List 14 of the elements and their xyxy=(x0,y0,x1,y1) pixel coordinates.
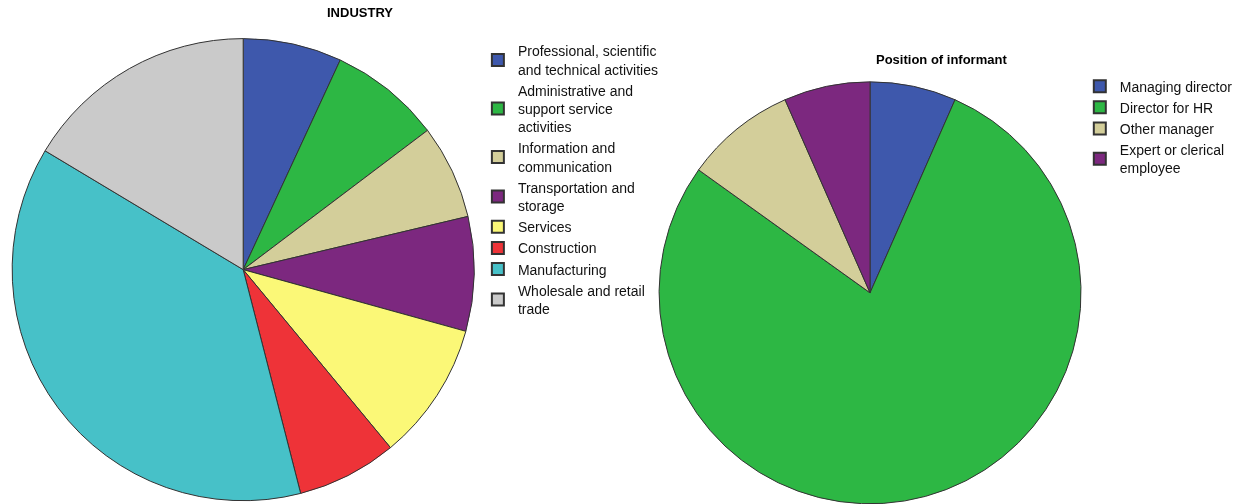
legend-label: Managing director xyxy=(1119,78,1233,95)
legend-label: Information and communication xyxy=(517,140,616,175)
legend-label: Services xyxy=(517,219,572,236)
legend-label: Professional, scientific and technical activities xyxy=(517,43,658,78)
legend-label: Expert or clerical employee xyxy=(1119,142,1225,177)
legend-label: Manufacturing xyxy=(517,261,607,278)
legend-label: Other manager xyxy=(1119,121,1215,138)
chart-title: INDUSTRY xyxy=(327,5,394,20)
legend-label: Transportation and storage xyxy=(517,179,635,214)
legend-label: Construction xyxy=(517,240,597,257)
legend-label: Wholesale and retail trade xyxy=(517,282,645,317)
legend-label: Administrative and support service activities xyxy=(517,82,634,136)
legend-label: Director for HR xyxy=(1119,99,1214,116)
chart-title: Position of informant xyxy=(876,52,1008,67)
